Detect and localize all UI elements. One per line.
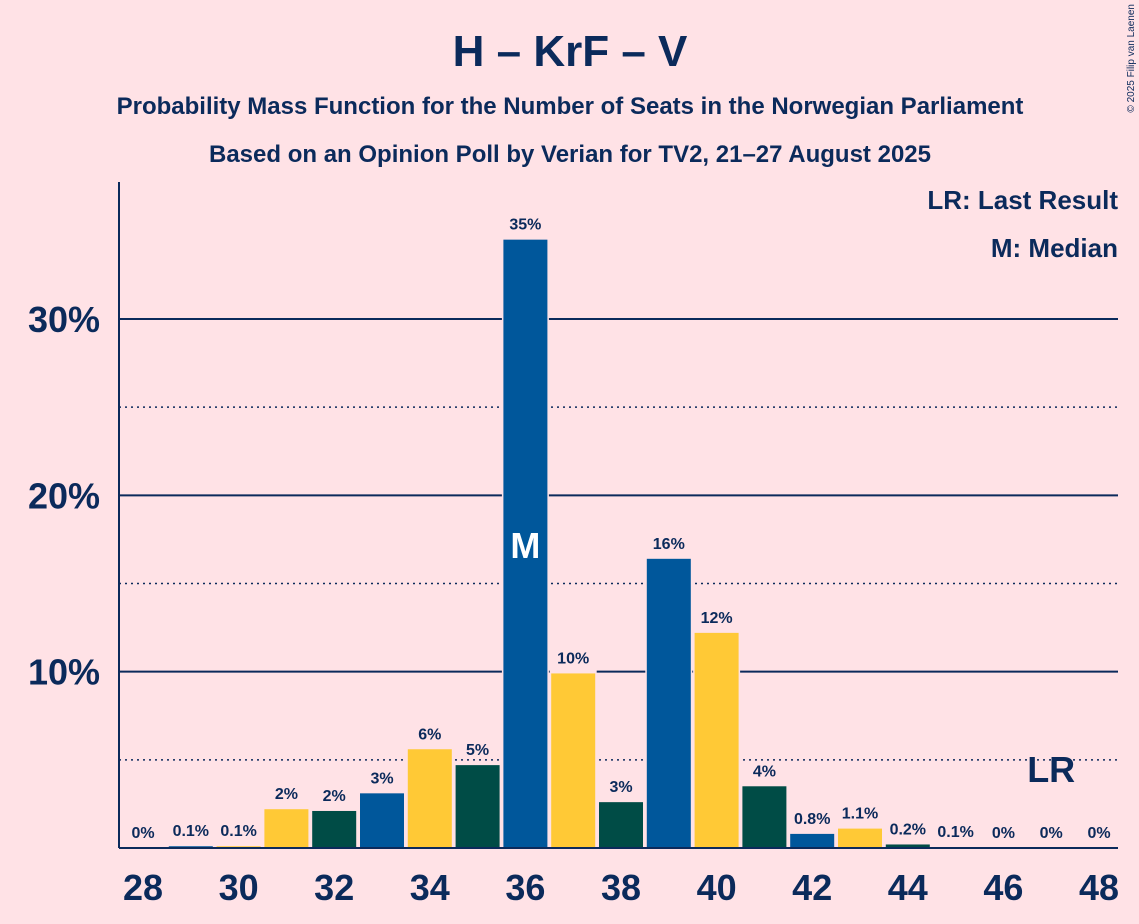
bar-halo-30 (215, 843, 263, 848)
bar-33 (360, 793, 404, 848)
data-label-31: 2% (275, 786, 298, 803)
bar-41 (742, 786, 787, 848)
legend-last-result: LR: Last Result (927, 185, 1118, 215)
legend-median: M: Median (991, 233, 1118, 263)
y-tick-label: 30% (28, 299, 100, 340)
data-label-43: 1.1% (842, 806, 878, 823)
x-tick-label: 32 (314, 867, 354, 908)
last-result-marker: LR (1027, 749, 1075, 790)
median-marker: M (510, 525, 540, 566)
data-labels: 0% 0.1% 0.1% 2% 2% 3% 6% 5% 35% 10% 3% 16% 12% 4% 0.8%… (131, 217, 1110, 842)
bar-39 (646, 558, 691, 848)
x-tick-label: 36 (505, 867, 545, 908)
x-tick-label: 30 (219, 867, 259, 908)
data-label-38: 3% (609, 779, 632, 796)
bar-44 (885, 844, 930, 848)
copyright-notice: © 2025 Filip van Laenen (1126, 4, 1137, 113)
data-label-28: 0% (131, 825, 154, 842)
bar-35 (455, 765, 500, 848)
x-tick-label: 44 (888, 867, 928, 908)
data-label-45: 0.1% (937, 824, 973, 841)
axes: 10% 20% 30% 28 30 32 34 36 38 40 42 44 46 48 (28, 182, 1119, 908)
bar-43 (838, 828, 882, 848)
data-label-37: 10% (557, 650, 589, 667)
bars (167, 236, 980, 848)
data-label-39: 16% (653, 536, 685, 553)
data-label-46: 0% (992, 825, 1015, 842)
bar-halo-45 (932, 844, 980, 848)
data-label-40: 12% (701, 610, 733, 627)
x-tick-label: 38 (601, 867, 641, 908)
bar-40 (694, 632, 739, 848)
chart-subtitle-2: Based on an Opinion Poll by Verian for T… (209, 141, 931, 168)
y-tick-label: 20% (28, 475, 100, 516)
bar-38 (599, 802, 643, 848)
data-label-32: 2% (323, 788, 346, 805)
x-tick-label: 48 (1079, 867, 1119, 908)
data-label-42: 0.8% (794, 811, 830, 828)
x-tick-label: 46 (983, 867, 1023, 908)
y-tick-label: 10% (28, 652, 100, 693)
data-label-34: 6% (418, 726, 441, 743)
x-tick-label: 34 (410, 867, 450, 908)
bar-36 (503, 239, 548, 848)
data-label-36: 35% (509, 217, 541, 234)
bar-34 (407, 749, 452, 848)
bar-31 (264, 809, 309, 848)
x-tick-label: 28 (123, 867, 163, 908)
data-label-30: 0.1% (220, 823, 256, 840)
bar-32 (312, 810, 357, 848)
chart-title: H – KrF – V (453, 27, 688, 76)
data-label-41: 4% (753, 763, 776, 780)
bar-42 (790, 833, 835, 848)
chart-subtitle-1: Probability Mass Function for the Number… (117, 93, 1024, 120)
data-label-35: 5% (466, 742, 489, 759)
x-tick-label: 42 (792, 867, 832, 908)
data-label-47: 0% (1040, 825, 1063, 842)
bar-37 (551, 673, 596, 848)
x-tick-label: 40 (697, 867, 737, 908)
data-label-44: 0.2% (890, 821, 926, 838)
gridlines (119, 318, 1118, 761)
data-label-33: 3% (370, 770, 393, 787)
data-label-29: 0.1% (173, 823, 209, 840)
data-label-48: 0% (1087, 825, 1110, 842)
bar-halo-29 (167, 843, 215, 848)
